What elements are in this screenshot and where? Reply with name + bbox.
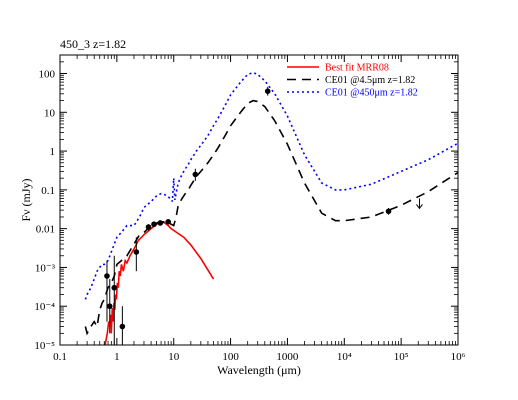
data-point [157,220,164,226]
series-line-3 [84,71,458,300]
series-line-1 [104,220,215,345]
data-point [165,219,172,225]
legend-label: Best fit MRR08 [325,63,389,74]
y-tick-label: 0.1 [41,185,55,197]
data-point [106,279,113,334]
x-tick-label: 10⁵ [394,351,409,363]
data-point [133,237,140,272]
y-tick-label: 1 [50,146,56,158]
data-point [192,168,199,181]
point-marker [111,284,118,291]
point-marker [133,249,140,255]
point-marker [151,221,157,228]
legend-label: CE01 @450μm z=1.82 [325,88,418,99]
point-marker [264,88,271,94]
data-point [145,224,152,231]
y-tick-label: 100 [39,69,56,81]
x-tick-label: 10 [168,351,180,363]
point-marker [385,208,392,215]
axis-ticks [59,55,459,346]
point-marker [145,224,152,230]
plot-frame [59,54,459,346]
y-tick-label: 0.01 [36,224,55,236]
y-tick-label: 10 [44,107,56,119]
data-point [416,198,423,210]
x-tick-label: 1000 [276,351,299,363]
point-marker [165,219,172,225]
x-axis-label: Wavelength (μm) [217,363,301,377]
x-tick-label: 1 [114,351,120,363]
x-tick-label: 0.1 [53,351,67,363]
data-point [111,255,118,345]
y-axis-label: Fν (mJy) [19,178,33,221]
y-tick-label: 10⁻⁴ [34,301,55,313]
data-point [119,306,126,345]
point-marker [192,171,199,178]
y-tick-label: 10⁻⁵ [34,340,55,352]
legend-label: CE01 @4.5μm z=1.82 [325,75,415,86]
x-tick-label: 10⁴ [337,351,352,363]
data-point [385,208,392,215]
data-point [264,86,271,96]
point-marker [104,273,110,279]
data-point [104,260,110,322]
series-line-2 [84,99,458,336]
point-marker [106,303,113,310]
point-marker [119,323,126,330]
data-point [151,221,157,228]
x-tick-label: 10⁶ [451,351,466,363]
point-marker [157,220,164,226]
x-tick-label: 100 [222,351,239,363]
chart-title: 450_3 z=1.82 [60,37,126,51]
y-tick-label: 10⁻³ [35,262,56,274]
